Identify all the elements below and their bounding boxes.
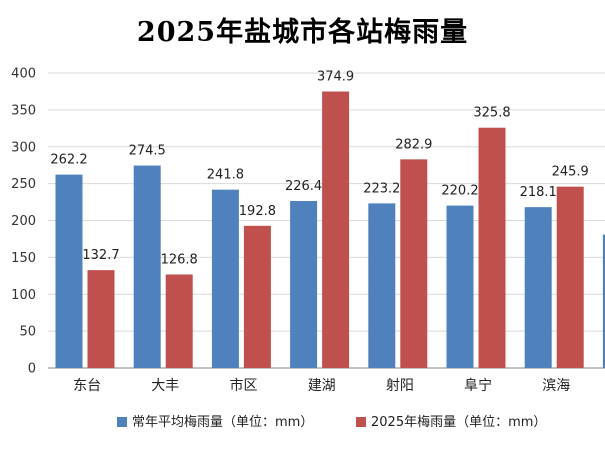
- bar-2025: [478, 127, 506, 368]
- bar-2025: [322, 91, 350, 368]
- y-tick-label: 50: [19, 325, 36, 340]
- data-label: 218.1: [520, 185, 557, 200]
- chart-title: 2025年盐城市各站梅雨量: [136, 17, 469, 48]
- legend-swatch-2025: [356, 417, 366, 427]
- data-label: 226.4: [285, 179, 322, 194]
- bar-normal: [368, 203, 396, 368]
- bar-normal: [133, 165, 161, 368]
- data-label: 274.5: [129, 144, 166, 159]
- y-tick-label: 200: [11, 214, 36, 229]
- bar-2025: [556, 186, 584, 368]
- bar-normal: [55, 174, 83, 368]
- data-label: 374.9: [317, 70, 354, 85]
- y-tick-label: 250: [11, 177, 36, 192]
- x-category-label: 阜宁: [464, 377, 492, 394]
- bar-2025: [87, 270, 115, 368]
- bar-2025: [243, 225, 271, 368]
- y-tick-label: 350: [11, 103, 36, 118]
- x-category-label: 大丰: [151, 378, 179, 394]
- data-label: 132.7: [82, 248, 119, 263]
- data-label: 245.9: [552, 165, 589, 180]
- y-tick-label: 150: [11, 251, 36, 266]
- x-category-label: 射阳: [386, 378, 414, 394]
- bar-normal: [211, 189, 239, 368]
- data-label: 223.2: [363, 181, 400, 196]
- bar-2025: [165, 274, 193, 368]
- data-label: 241.8: [207, 168, 244, 183]
- bar-normal: [602, 234, 605, 368]
- x-category-label: 东台: [73, 378, 101, 394]
- data-label: 126.8: [161, 252, 198, 267]
- data-label: 262.2: [50, 153, 87, 168]
- data-label: 192.8: [239, 204, 276, 219]
- legend-label-2025: 2025年梅雨量（单位：mm）: [371, 415, 546, 430]
- y-tick-label: 0: [28, 362, 36, 377]
- data-label: 282.9: [395, 137, 432, 152]
- y-tick-label: 400: [11, 67, 36, 82]
- data-label: 325.8: [473, 106, 510, 121]
- legend-swatch-normal: [117, 417, 127, 427]
- bar-normal: [524, 207, 552, 368]
- legend-label-normal: 常年平均梅雨量（单位：mm）: [132, 415, 313, 430]
- data-label: 220.2: [441, 184, 478, 199]
- y-tick-label: 300: [11, 140, 36, 155]
- bar-normal: [290, 201, 318, 368]
- x-category-label: 市区: [230, 377, 258, 394]
- y-tick-label: 100: [11, 288, 36, 303]
- x-category-label: 建湖: [308, 378, 336, 394]
- x-category-label: 滨海: [542, 378, 570, 394]
- bar-normal: [446, 205, 474, 368]
- bar-2025: [400, 159, 428, 368]
